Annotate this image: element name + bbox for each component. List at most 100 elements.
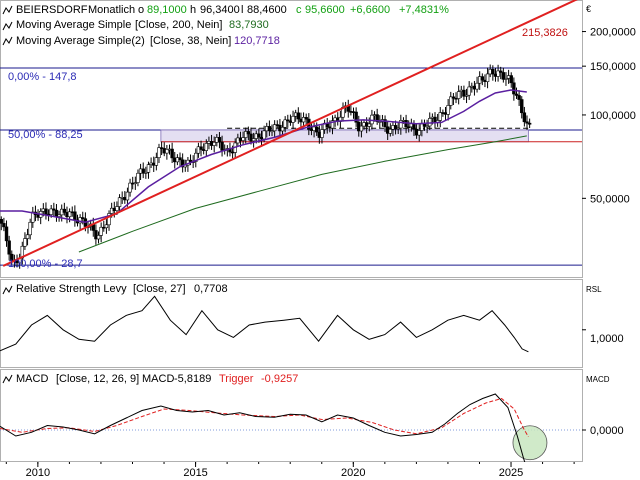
candle-body <box>246 131 251 135</box>
close-dot: c <box>296 4 302 16</box>
candle-body <box>272 124 277 132</box>
candle-body <box>388 128 393 134</box>
candle-body <box>144 171 148 174</box>
candle-body <box>4 226 9 242</box>
highlight-circle <box>512 425 548 461</box>
macd-label: MACD <box>16 373 48 385</box>
candle-body <box>383 119 387 128</box>
candle-body <box>220 141 224 151</box>
candle-body <box>157 147 161 158</box>
candle-body <box>188 159 193 162</box>
candle-body <box>501 72 506 80</box>
candle-body <box>99 226 103 236</box>
candle-body <box>44 208 48 215</box>
candle-body <box>104 224 109 229</box>
currency-label: € <box>586 4 591 14</box>
candle-body <box>217 137 222 143</box>
candle-body <box>249 133 253 142</box>
fib-label-0: 0,00% - 147,8 <box>8 71 77 83</box>
rsl-panel <box>0 279 583 368</box>
macd-value: -5,8189 <box>174 373 211 385</box>
candle-body <box>280 126 285 132</box>
candle-body <box>125 191 130 201</box>
y-tick-label: 150,0000 <box>590 61 636 73</box>
candle-body <box>456 91 461 99</box>
candle-body <box>417 130 421 136</box>
trend-label: 215,3826 <box>522 27 568 39</box>
legend-line-icon <box>2 5 13 15</box>
candle-body <box>396 127 400 130</box>
candle-body <box>359 125 364 132</box>
rsl-tick: 1,0000 <box>590 333 624 345</box>
candle-body <box>527 122 532 125</box>
candle-body <box>117 197 122 207</box>
candle-body <box>367 123 371 127</box>
candle-body <box>73 211 77 221</box>
candle-body <box>31 211 35 223</box>
candle-body <box>67 211 72 218</box>
candle-body <box>262 130 266 140</box>
candle-body <box>196 146 201 154</box>
candle-body <box>165 149 169 154</box>
candle-body <box>514 93 519 96</box>
instrument-name: BEIERSDORF <box>16 4 88 16</box>
macd-plot <box>0 393 582 462</box>
candle-body <box>270 130 274 133</box>
candle-body <box>170 148 174 159</box>
fib-label-100: 100,00% - 28,7 <box>8 258 83 270</box>
candle-body <box>96 235 101 240</box>
candle-body <box>480 76 485 81</box>
candle-body <box>491 68 495 75</box>
candle-body <box>393 125 398 130</box>
rsl-label: Relative Strength Levy <box>16 283 127 295</box>
candle-body <box>354 111 358 123</box>
y-tick-label: 50,0000 <box>590 193 630 205</box>
candle-body <box>212 142 216 146</box>
candle-body <box>449 96 453 106</box>
candle-body <box>330 120 335 129</box>
macd-value-label: MACD <box>142 373 174 385</box>
open-value: 89,1000 <box>147 4 187 16</box>
trigger-line <box>0 397 529 438</box>
candle-body <box>512 82 516 95</box>
candle-body <box>412 123 416 130</box>
candle-body <box>251 138 256 142</box>
ma38-line <box>0 89 527 223</box>
candle-body <box>296 112 301 120</box>
candle-body <box>0 219 3 224</box>
trigger-label: Trigger <box>219 373 254 385</box>
candle-body <box>141 168 145 174</box>
rsl-value: 0,7708 <box>194 283 228 295</box>
candle-body <box>504 78 508 80</box>
candle-body <box>485 73 490 82</box>
y-tick-label: 200,0000 <box>590 27 636 39</box>
candle-body <box>244 131 248 138</box>
high-value: 96,3400 <box>200 4 240 16</box>
candle-body <box>467 86 471 96</box>
rsl-line <box>0 295 529 353</box>
change-pct: +7,4831% <box>399 4 449 16</box>
candle-body <box>375 114 379 122</box>
candle-body <box>399 120 403 129</box>
rsl-plot <box>0 295 529 353</box>
trend-line <box>2 0 578 267</box>
candle-body <box>146 164 151 173</box>
candle-body <box>7 240 11 255</box>
macd-tick: 0,0000 <box>590 425 624 437</box>
candle-body <box>180 159 185 168</box>
ma200-value: 83,7930 <box>229 19 269 31</box>
candle-body <box>107 213 111 226</box>
ma38-params: [Close, 38, Nein] <box>150 35 231 47</box>
candle-body <box>522 112 527 123</box>
macd-params: [Close, 12, 26, 9] <box>56 373 139 385</box>
x-tick-label: 2015 <box>183 467 207 479</box>
candle-body <box>407 126 411 129</box>
candle-body <box>257 133 261 138</box>
legend-line-icon <box>2 374 13 384</box>
rsl-params: [Close, 27] <box>133 283 186 295</box>
candle-body <box>194 152 198 162</box>
candle-body <box>520 99 524 114</box>
macd-line <box>0 393 526 462</box>
ma38-value: 120,7718 <box>234 35 280 47</box>
ma200-line <box>78 135 527 253</box>
